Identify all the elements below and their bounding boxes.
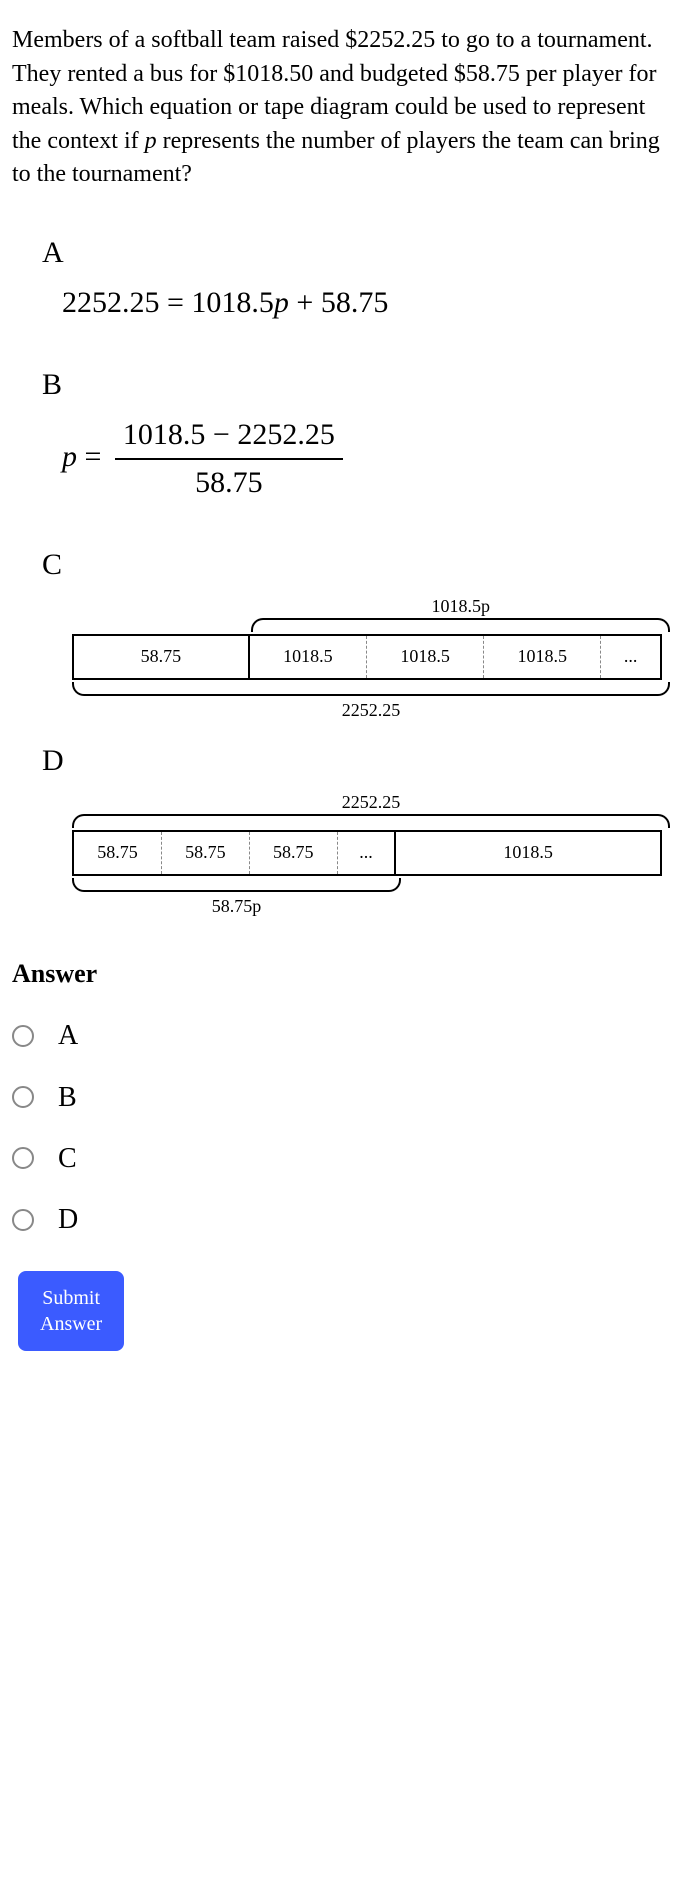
- tape-cell: 58.75: [74, 636, 250, 678]
- eq-sign: =: [77, 440, 109, 473]
- eq-coef: 1018.5: [191, 286, 274, 319]
- option-d-tape-diagram: 2252.25 58.75 58.75 58.75 ... 1018.5 58.…: [72, 790, 670, 876]
- option-d-label: D: [42, 740, 670, 782]
- option-c-tape-diagram: 1018.5p 58.75 1018.5 1018.5 1018.5 ... 2…: [72, 594, 670, 680]
- radio-circle-icon: [12, 1209, 34, 1231]
- eq-lhs-var: p: [62, 440, 77, 473]
- tape-c: 58.75 1018.5 1018.5 1018.5 ...: [72, 634, 662, 680]
- question-text: Members of a softball team raised $2252.…: [12, 24, 670, 192]
- option-b-label: B: [42, 364, 670, 406]
- radio-circle-icon: [12, 1025, 34, 1047]
- tape-cell: 1018.5: [396, 832, 660, 874]
- radio-label: C: [58, 1139, 77, 1178]
- option-c: C 1018.5p 58.75 1018.5 1018.5 1018.5 ...…: [42, 544, 670, 680]
- option-b: B p = 1018.5 − 2252.25 58.75: [42, 364, 670, 504]
- eq-const: 58.75: [321, 286, 389, 319]
- tape-d-top-brace: [72, 814, 670, 828]
- tape-cell: ...: [601, 636, 660, 678]
- tape-cell: 1018.5: [484, 636, 601, 678]
- fraction-denominator: 58.75: [115, 460, 343, 504]
- fraction-numerator: 1018.5 − 2252.25: [115, 414, 343, 460]
- tape-c-top-label: 1018.5p: [431, 594, 490, 619]
- tape-cell: 58.75: [250, 832, 338, 874]
- radio-option-c[interactable]: C: [12, 1139, 670, 1178]
- question-variable: p: [145, 128, 157, 154]
- tape-c-bottom-brace: [72, 682, 670, 696]
- num-minus: −: [205, 418, 237, 451]
- option-a-equation: 2252.25 = 1018.5p + 58.75: [62, 282, 670, 324]
- fraction: 1018.5 − 2252.25 58.75: [115, 414, 343, 504]
- tape-cell: 1018.5: [367, 636, 484, 678]
- option-c-label: C: [42, 544, 670, 586]
- tape-c-bottom-label: 2252.25: [342, 698, 401, 723]
- eq-var: p: [274, 286, 289, 319]
- radio-label: D: [58, 1200, 78, 1239]
- tape-cell: 1018.5: [250, 636, 367, 678]
- tape-cell: 58.75: [162, 832, 250, 874]
- tape-cell: ...: [338, 832, 397, 874]
- radio-label: A: [58, 1016, 78, 1055]
- option-a: A 2252.25 = 1018.5p + 58.75: [42, 232, 670, 324]
- num-left: 1018.5: [123, 418, 206, 451]
- num-right: 2252.25: [237, 418, 335, 451]
- tape-d-top-label: 2252.25: [342, 790, 401, 815]
- option-d: D 2252.25 58.75 58.75 58.75 ... 1018.5 5…: [42, 740, 670, 876]
- option-b-equation: p = 1018.5 − 2252.25 58.75: [62, 414, 670, 504]
- tape-cell: 58.75: [74, 832, 162, 874]
- radio-label: B: [58, 1078, 77, 1117]
- submit-answer-button[interactable]: SubmitAnswer: [18, 1271, 124, 1351]
- eq-plus: +: [289, 286, 321, 319]
- radio-option-d[interactable]: D: [12, 1200, 670, 1239]
- eq-sign: =: [160, 286, 192, 319]
- tape-c-top-brace: [251, 618, 670, 632]
- option-a-label: A: [42, 232, 670, 274]
- eq-lhs: 2252.25: [62, 286, 160, 319]
- radio-option-a[interactable]: A: [12, 1016, 670, 1055]
- answer-section: Answer A B C D SubmitAnswer: [12, 956, 670, 1351]
- tape-d-bottom-label: 58.75p: [212, 894, 262, 919]
- radio-option-b[interactable]: B: [12, 1078, 670, 1117]
- radio-circle-icon: [12, 1147, 34, 1169]
- answer-heading: Answer: [12, 956, 670, 992]
- tape-d: 58.75 58.75 58.75 ... 1018.5: [72, 830, 662, 876]
- radio-circle-icon: [12, 1086, 34, 1108]
- tape-d-bottom-brace: [72, 878, 401, 892]
